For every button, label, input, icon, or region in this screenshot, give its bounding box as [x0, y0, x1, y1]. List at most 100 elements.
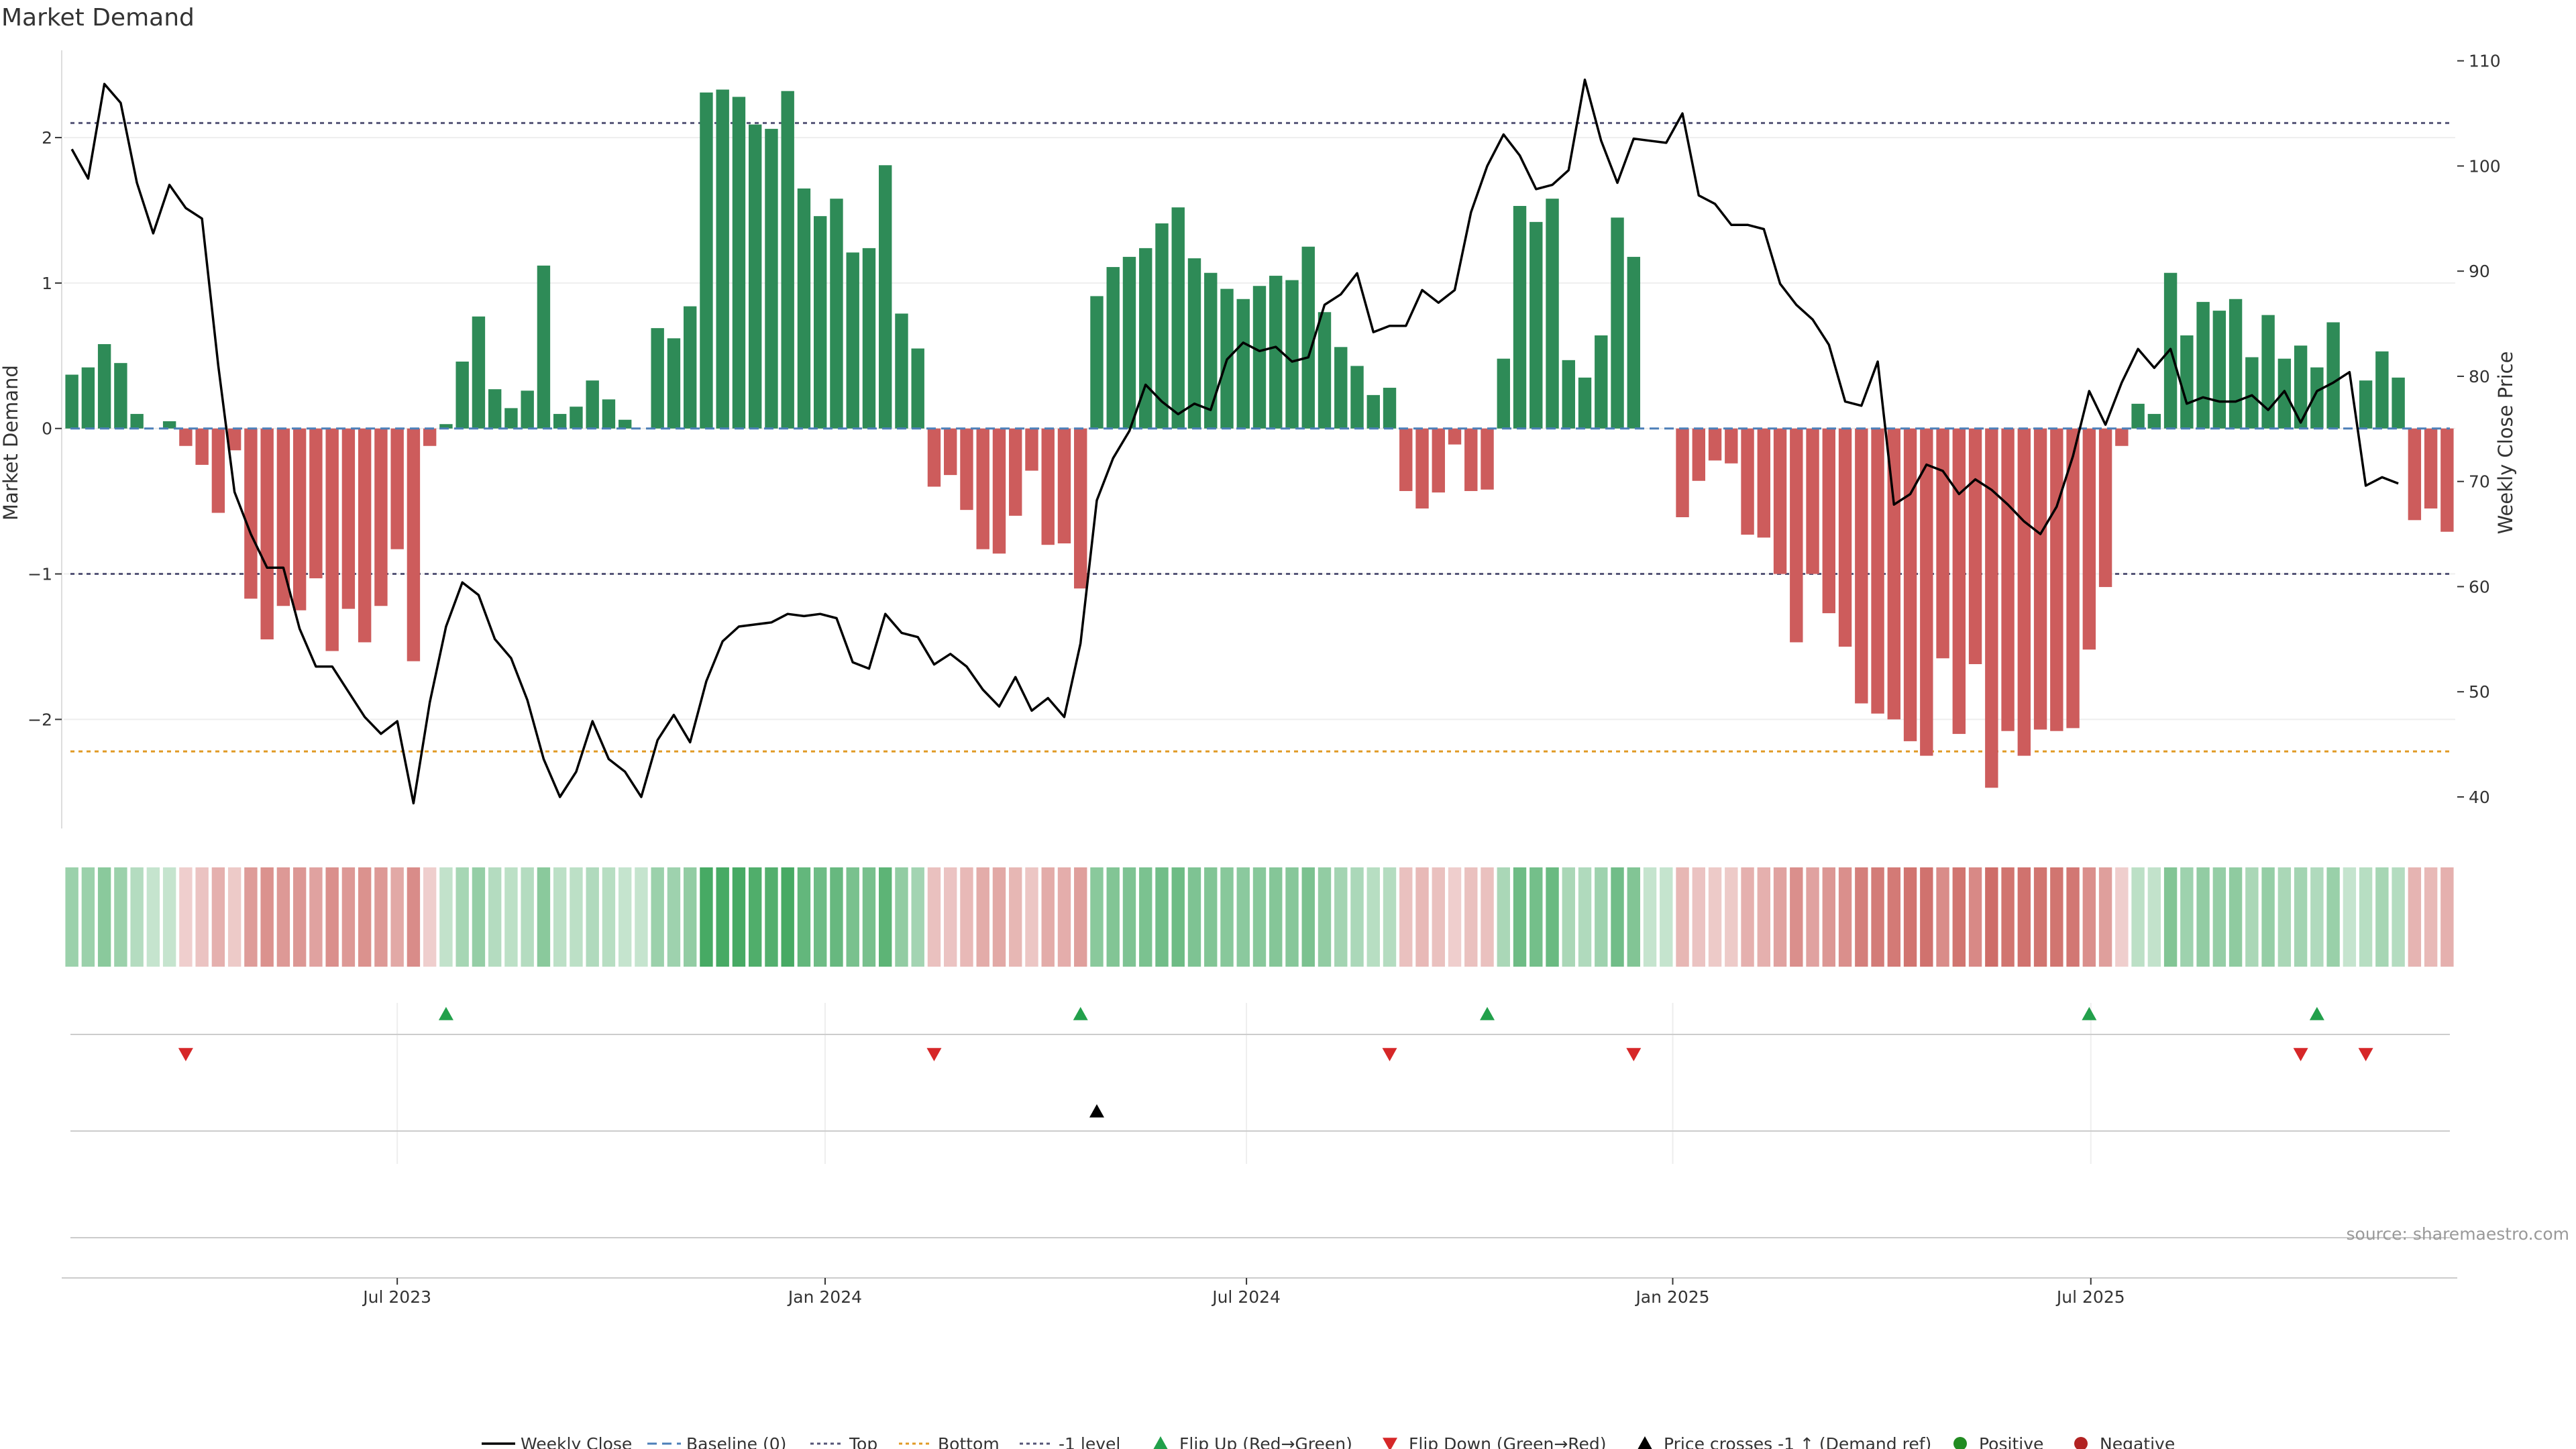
demand-bar-12	[260, 428, 274, 640]
demand-bar-118	[1985, 428, 1998, 788]
band-cell-126	[2115, 867, 2129, 967]
flip-down-marker-3	[1626, 1048, 1642, 1061]
demand-bar-99	[1676, 428, 1689, 517]
demand-bar-17	[341, 428, 356, 609]
demand-bar-128	[2147, 414, 2161, 429]
demand-bar-139	[2326, 322, 2340, 429]
demand-bar-94	[1595, 335, 1608, 429]
demand-bar-90	[1529, 221, 1543, 429]
demand-bar-96	[1627, 256, 1640, 429]
legend-price_cross-swatch	[1638, 1436, 1652, 1449]
source-label: source: sharemaestro.com	[2347, 1224, 2570, 1244]
demand-bar-110	[1855, 428, 1868, 704]
legend-negative-label: Negative	[2100, 1434, 2175, 1449]
demand-bar-137	[2294, 345, 2308, 429]
band-cell-135	[2261, 867, 2275, 967]
demand-bar-42	[748, 124, 762, 429]
y2-tick-label-4: 70	[2469, 472, 2490, 492]
demand-bar-102	[1725, 428, 1738, 464]
band-cell-40	[716, 867, 729, 967]
demand-bar-51	[895, 313, 908, 429]
band-cell-2	[97, 867, 111, 967]
band-cell-41	[732, 867, 746, 967]
demand-bar-33	[602, 399, 616, 429]
demand-bar-74	[1269, 276, 1283, 429]
demand-bar-138	[2310, 367, 2324, 429]
band-cell-107	[1806, 867, 1819, 967]
demand-bar-119	[2001, 428, 2015, 731]
band-cell-60	[1041, 867, 1055, 967]
band-cell-102	[1725, 867, 1738, 967]
y2-tick-label-1: 100	[2469, 156, 2501, 176]
band-cell-22	[423, 867, 437, 967]
legend-bottom-label: Bottom	[938, 1434, 1000, 1449]
demand-bar-34	[618, 419, 632, 429]
band-cell-12	[260, 867, 274, 967]
demand-bar-2	[97, 343, 111, 429]
demand-bar-86	[1464, 428, 1478, 491]
band-cell-27	[504, 867, 518, 967]
band-cell-90	[1529, 867, 1543, 967]
demand-bar-20	[390, 428, 404, 549]
demand-bar-101	[1708, 428, 1722, 461]
demand-bar-65	[1122, 256, 1136, 429]
band-cell-43	[765, 867, 778, 967]
demand-bar-58	[1009, 428, 1022, 516]
demand-bar-32	[586, 380, 599, 429]
band-cell-120	[2017, 867, 2031, 967]
y2-tick-label-6: 50	[2469, 682, 2490, 702]
band-cell-65	[1122, 867, 1136, 967]
band-cell-64	[1106, 867, 1120, 967]
band-cell-114	[1920, 867, 1933, 967]
band-cell-137	[2294, 867, 2308, 967]
band-cell-78	[1334, 867, 1348, 967]
legend-minus_one-label: -1 level	[1059, 1434, 1120, 1449]
band-cell-98	[1660, 867, 1673, 967]
band-cell-145	[2424, 867, 2438, 967]
demand-bar-108	[1822, 428, 1836, 614]
band-cell-52	[911, 867, 924, 967]
band-cell-89	[1513, 867, 1527, 967]
demand-bar-10	[227, 428, 241, 451]
demand-bar-11	[244, 428, 258, 599]
band-cell-81	[1383, 867, 1397, 967]
band-cell-9	[211, 867, 225, 967]
demand-bar-109	[1838, 428, 1852, 647]
band-cell-17	[341, 867, 356, 967]
band-cell-45	[797, 867, 811, 967]
weekly-close-line	[70, 78, 2399, 805]
band-cell-124	[2082, 867, 2096, 967]
y2-tick-label-2: 90	[2469, 262, 2490, 281]
flip-up-marker-1	[1073, 1007, 1088, 1020]
legend-flip_down-label: Flip Down (Green→Red)	[1409, 1434, 1607, 1449]
demand-bar-16	[325, 428, 339, 651]
legend-top-label: Top	[849, 1434, 877, 1449]
band-cell-101	[1708, 867, 1722, 967]
band-cell-77	[1318, 867, 1332, 967]
band-cell-73	[1252, 867, 1267, 967]
demand-bars	[65, 89, 2454, 788]
demand-bar-1	[81, 367, 95, 429]
demand-bar-88	[1497, 358, 1510, 429]
y2-tick-label-5: 60	[2469, 577, 2490, 596]
demand-bar-18	[358, 428, 372, 643]
band-cell-139	[2326, 867, 2340, 967]
band-cell-68	[1171, 867, 1185, 967]
legend-flip_up-label: Flip Up (Red→Green)	[1179, 1434, 1352, 1449]
x-tick-label-4: Jul 2025	[2055, 1287, 2125, 1307]
x-tick-label-0: Jul 2023	[362, 1287, 431, 1307]
demand-bar-41	[732, 97, 746, 429]
demand-bar-53	[927, 428, 941, 487]
band-cell-143	[2392, 867, 2405, 967]
demand-bar-141	[2359, 380, 2373, 429]
demand-bar-3	[114, 363, 127, 429]
band-cell-142	[2375, 867, 2389, 967]
demand-bar-133	[2229, 299, 2243, 429]
demand-bar-7	[179, 428, 193, 446]
demand-bar-82	[1399, 428, 1413, 491]
demand-bar-45	[797, 188, 811, 429]
demand-bar-59	[1025, 428, 1038, 471]
band-cell-79	[1350, 867, 1364, 967]
demand-bar-40	[716, 89, 729, 429]
demand-bar-92	[1562, 360, 1575, 429]
